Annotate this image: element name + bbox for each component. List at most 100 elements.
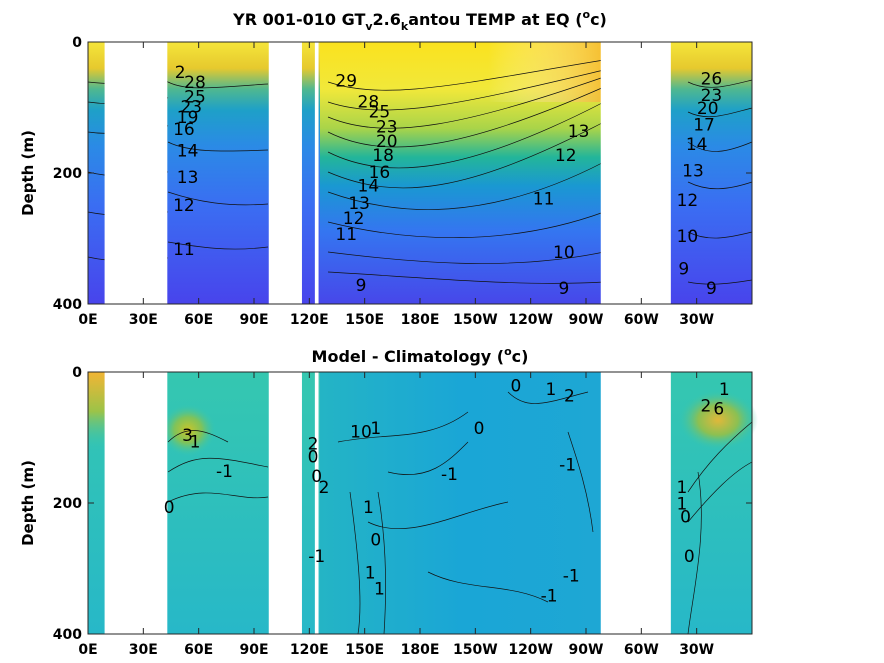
x-tick-label: 150W [453,642,498,658]
contour-lines [167,391,753,635]
temperature-y-label: Depth (m) [19,130,37,216]
temperature-panel: 2282523191614131211292825232018161413121… [53,35,753,328]
contour-label: 3 [182,426,193,446]
contour-label: -1 [563,567,580,587]
contour-label: 25 [184,87,206,107]
contour-label: 28 [184,73,206,93]
contour-label: 13 [348,194,370,214]
anomaly-y-label: Depth (m) [19,460,37,546]
contour-label: 14 [358,176,380,196]
contour-label: 25 [369,102,391,122]
x-tick-label: 60E [184,642,213,658]
x-axis: 0E 30E 60E 90E 120E 150E 180E 150W 120W 90W 60W 30W [78,372,714,658]
contour-label: 1 [676,495,687,515]
contour-label: 1 [370,419,381,439]
land-gap [314,42,319,304]
contour-label: 9 [356,276,367,296]
contour-label: 12 [173,196,195,216]
x-tick-label: 180E [401,312,440,328]
contour-label: 12 [343,209,365,229]
x-tick-label: 30E [129,642,158,658]
contour-label: 1 [374,580,385,600]
x-tick-label: 150E [345,642,384,658]
contour-label: 0 [308,447,319,467]
x-tick-label: 60E [184,312,213,328]
contour-label: 29 [335,72,357,92]
x-tick-label: 0E [78,312,97,328]
contour-label: 1 [190,432,201,452]
contour-label: 23 [180,98,202,118]
x-tick-label: 30E [129,312,158,328]
contour-label: 9 [706,279,717,299]
contour-label: 26 [701,70,723,90]
contour-label: 14 [177,142,199,162]
x-tick-label: 150E [345,312,384,328]
land-gap [268,42,302,304]
contour-label: 16 [369,163,391,183]
x-tick-label: 60W [624,642,659,658]
anomaly-warm-atlantic [678,390,758,450]
y-tick-label: 400 [53,627,82,643]
land-masks [104,42,671,304]
contour-label: 6 [713,400,724,420]
contour-label: -1 [216,462,233,482]
x-tick-label: 90W [569,312,604,328]
y-tick-label: 200 [53,496,82,512]
contour-label: 1 [363,498,374,518]
contour-label: 2 [700,396,711,416]
contour-label: 20 [697,99,719,119]
land-gap [268,372,302,634]
contour-label: 18 [372,146,394,166]
x-tick-label: 60W [624,312,659,328]
contour-label: -1 [441,465,458,485]
contour-label: 0 [164,498,175,518]
contour-labels: 2282523191614131211292825232018161413121… [173,63,722,299]
contour-label: 9 [558,279,569,299]
x-tick-label: 120W [508,642,553,658]
x-tick-label: 90W [569,642,604,658]
land-gap [600,372,671,634]
contour-label: 1 [676,478,687,498]
contour-label: 1 [546,380,557,400]
contour-label: -1 [541,586,558,606]
anomaly-title: Model - Climatology (oc) [312,345,529,366]
contour-label: 10 [350,423,372,443]
y-tick-label: 0 [72,35,82,51]
contour-label: 13 [568,122,590,142]
land-gap [104,372,168,634]
contour-label: 10 [553,243,575,263]
contour-label: 2 [319,478,330,498]
contour-label: 23 [376,117,398,137]
temperature-title: YR 001-010 GTv2.6kantou TEMP at EQ (oc) [232,8,607,33]
land-gap [104,42,168,304]
contour-label: 16 [173,120,195,140]
contour-label: 2 [564,386,575,406]
contour-label: -1 [308,547,325,567]
contour-label: 17 [693,115,715,135]
land-masks [104,372,671,634]
contour-label: 0 [370,531,381,551]
contour-label: 20 [376,132,398,152]
contour-label: 9 [678,260,689,280]
contour-label: 28 [358,93,380,113]
contour-label: 12 [555,146,577,166]
contour-label: 11 [173,240,195,260]
contour-label: 12 [677,191,699,211]
contour-label: 2 [308,434,319,454]
contour-label: 11 [533,189,555,209]
x-tick-label: 120E [290,312,329,328]
x-tick-label: 180E [401,642,440,658]
y-tick-label: 0 [72,365,82,381]
contour-label: 14 [686,135,708,155]
contour-label: 23 [701,86,723,106]
y-tick-label: 400 [53,297,82,313]
anomaly-warm-indian [160,404,216,456]
contour-label: 0 [311,467,322,487]
land-gap [600,42,671,304]
x-tick-label: 30W [679,312,714,328]
x-tick-label: 150W [453,312,498,328]
